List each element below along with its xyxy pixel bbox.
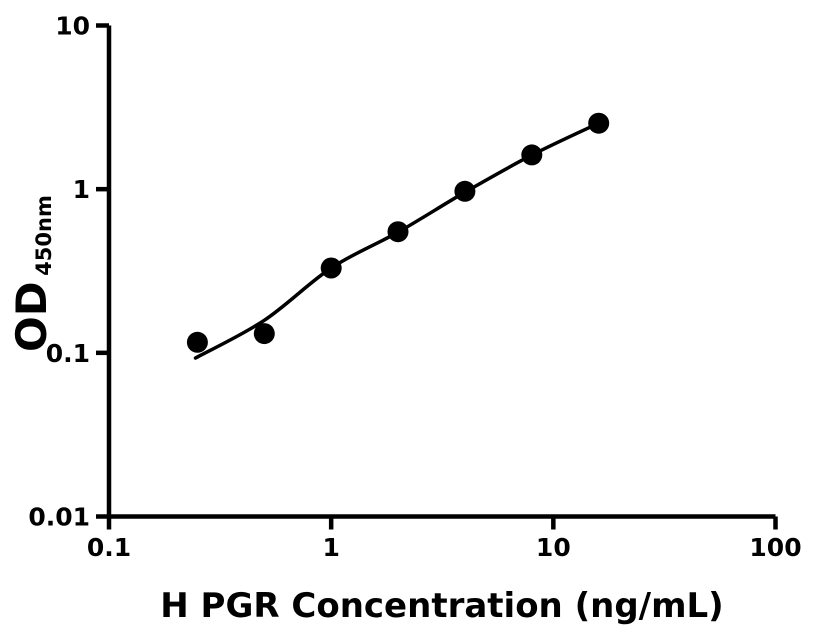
y-axis-tick-label: 0.01 — [28, 503, 90, 532]
data-point — [387, 221, 409, 243]
x-axis-tick-label: 0.1 — [87, 533, 131, 562]
x-axis-tick-label: 1 — [322, 533, 339, 562]
data-point — [521, 144, 543, 166]
x-axis-tick-label: 100 — [749, 533, 801, 562]
y-axis-tick-label: 0.1 — [46, 339, 90, 368]
y-axis-title: OD 450nm — [7, 195, 56, 352]
data-point — [186, 331, 208, 353]
data-point — [588, 112, 610, 134]
y-axis-title-main: OD — [7, 281, 56, 352]
data-point — [253, 323, 275, 345]
y-axis-tick-label: 10 — [55, 12, 90, 41]
data-points — [186, 112, 610, 353]
y-axis-tick-label: 1 — [73, 175, 90, 204]
y-axis-title-subscript: 450nm — [32, 195, 56, 276]
x-axis-tick-label: 10 — [536, 533, 571, 562]
axis-spines — [106, 25, 776, 519]
data-point — [454, 180, 476, 202]
x-axis-title: H PGR Concentration (ng/mL) — [160, 586, 723, 626]
data-point — [320, 257, 342, 279]
